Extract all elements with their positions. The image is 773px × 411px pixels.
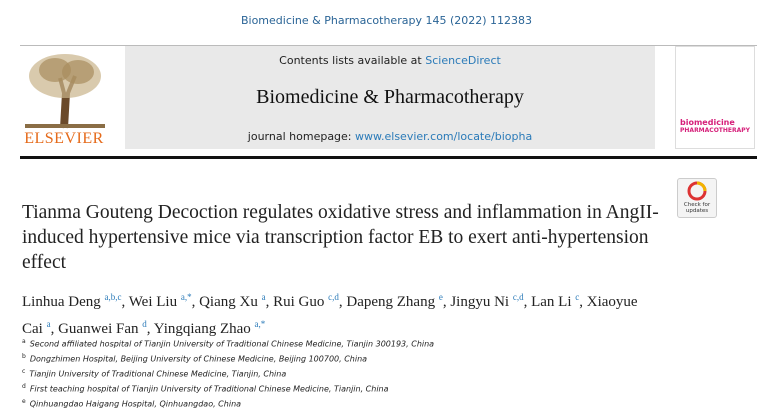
author-name: Dapeng Zhang xyxy=(346,294,436,310)
rule xyxy=(20,45,757,46)
author: Rui Guo c,d xyxy=(273,292,346,310)
publisher-logo xyxy=(20,48,110,130)
cover-subtitle: PHARMACOTHERAPY xyxy=(680,127,751,134)
author: Yingqiang Zhao a,* xyxy=(153,319,266,337)
affiliation-text: Dongzhimen Hospital, Beijing University … xyxy=(29,354,368,364)
author-name: Qiang Xu xyxy=(199,294,258,310)
journal-band xyxy=(125,46,655,149)
author-name: Xiaoyue Cai xyxy=(22,294,638,337)
author-affil: a xyxy=(46,319,51,329)
sciencedirect-link[interactable]: ScienceDirect xyxy=(425,54,501,67)
author-affil: d xyxy=(142,319,147,329)
affiliation-mark: e xyxy=(22,397,26,405)
affiliation: b Dongzhimen Hospital, Beijing University… xyxy=(22,351,662,366)
author: Qiang Xu a xyxy=(199,292,273,310)
author-affil: a,b,c xyxy=(104,292,122,302)
affiliation-text: Second affiliated hospital of Tianjin Un… xyxy=(29,339,435,349)
affiliation-mark: a xyxy=(22,338,26,345)
author-list: Linhua Deng a,b,cWei Liu a,*Qiang Xu aRu… xyxy=(22,286,662,340)
author: Wei Liu a,* xyxy=(128,292,199,310)
author-name: Yingqiang Zhao xyxy=(153,321,251,337)
badge-text: Check for updates xyxy=(683,202,711,214)
author-name: Lan Li xyxy=(531,294,572,310)
journal-name: Biomedicine & Pharmacotherapy xyxy=(256,86,524,108)
homepage-prefix: journal homepage: xyxy=(247,130,356,143)
affiliation: a Second affiliated hospital of Tianjin U… xyxy=(22,336,662,351)
affiliation: d First teaching hospital of Tianjin Univ… xyxy=(22,381,662,396)
author-name: Linhua Deng xyxy=(22,294,101,310)
article-title: Tianma Gouteng Decoction regulates oxida… xyxy=(22,202,659,273)
author: Dapeng Zhang e xyxy=(346,292,450,310)
affiliation: c Tianjin University of Traditional Chine… xyxy=(22,366,662,381)
author: Jingyu Ni c,d xyxy=(450,292,531,310)
affiliation-list: a Second affiliated hospital of Tianjin U… xyxy=(22,336,662,411)
author: Guanwei Fan d xyxy=(58,319,154,337)
page: {"header": {"citation": "Biomedicine & P… xyxy=(20,14,757,409)
homepage-line: journal homepage: www.elsevier.com/locat… xyxy=(125,130,655,143)
homepage-link[interactable]: www.elsevier.com/locate/biopha xyxy=(355,130,533,143)
affiliation-text: Tianjin University of Traditional Chines… xyxy=(29,369,287,379)
badge-icon xyxy=(687,181,707,201)
rule xyxy=(20,156,757,159)
author: Lan Li c xyxy=(531,292,587,310)
affiliation-mark: c xyxy=(22,367,26,375)
author-name: Jingyu Ni xyxy=(450,294,510,310)
author-affil: e xyxy=(438,292,443,302)
author-name: Guanwei Fan xyxy=(58,321,139,337)
contents-prefix: Contents lists available at xyxy=(279,54,426,67)
citation: Biomedicine & Pharmacotherapy 145 (2022)… xyxy=(240,14,533,27)
author-affil: a,* xyxy=(180,292,192,302)
author-affil: a,* xyxy=(254,319,266,329)
affiliation-mark: b xyxy=(22,352,26,360)
author-affil: c,d xyxy=(328,292,339,302)
author-name: Rui Guo xyxy=(273,294,325,310)
cover-title: biomedicine xyxy=(680,118,735,127)
affiliation-mark: d xyxy=(22,382,26,390)
affiliation-text: First teaching hospital of Tianjin Unive… xyxy=(29,384,389,394)
author: Linhua Deng a,b,c xyxy=(22,292,129,310)
publisher: ELSEVIER xyxy=(24,130,104,147)
contents-line: Contents lists available at ScienceDirec… xyxy=(125,54,655,67)
author-affil: a xyxy=(261,292,266,302)
author-affil: c xyxy=(575,292,580,302)
author-name: Wei Liu xyxy=(128,294,178,310)
journal-cover[interactable] xyxy=(675,46,755,149)
author-affil: c,d xyxy=(512,292,524,302)
affiliation: e Qinhuangdao Haigang Hospital, Qinhuangd… xyxy=(22,396,662,411)
